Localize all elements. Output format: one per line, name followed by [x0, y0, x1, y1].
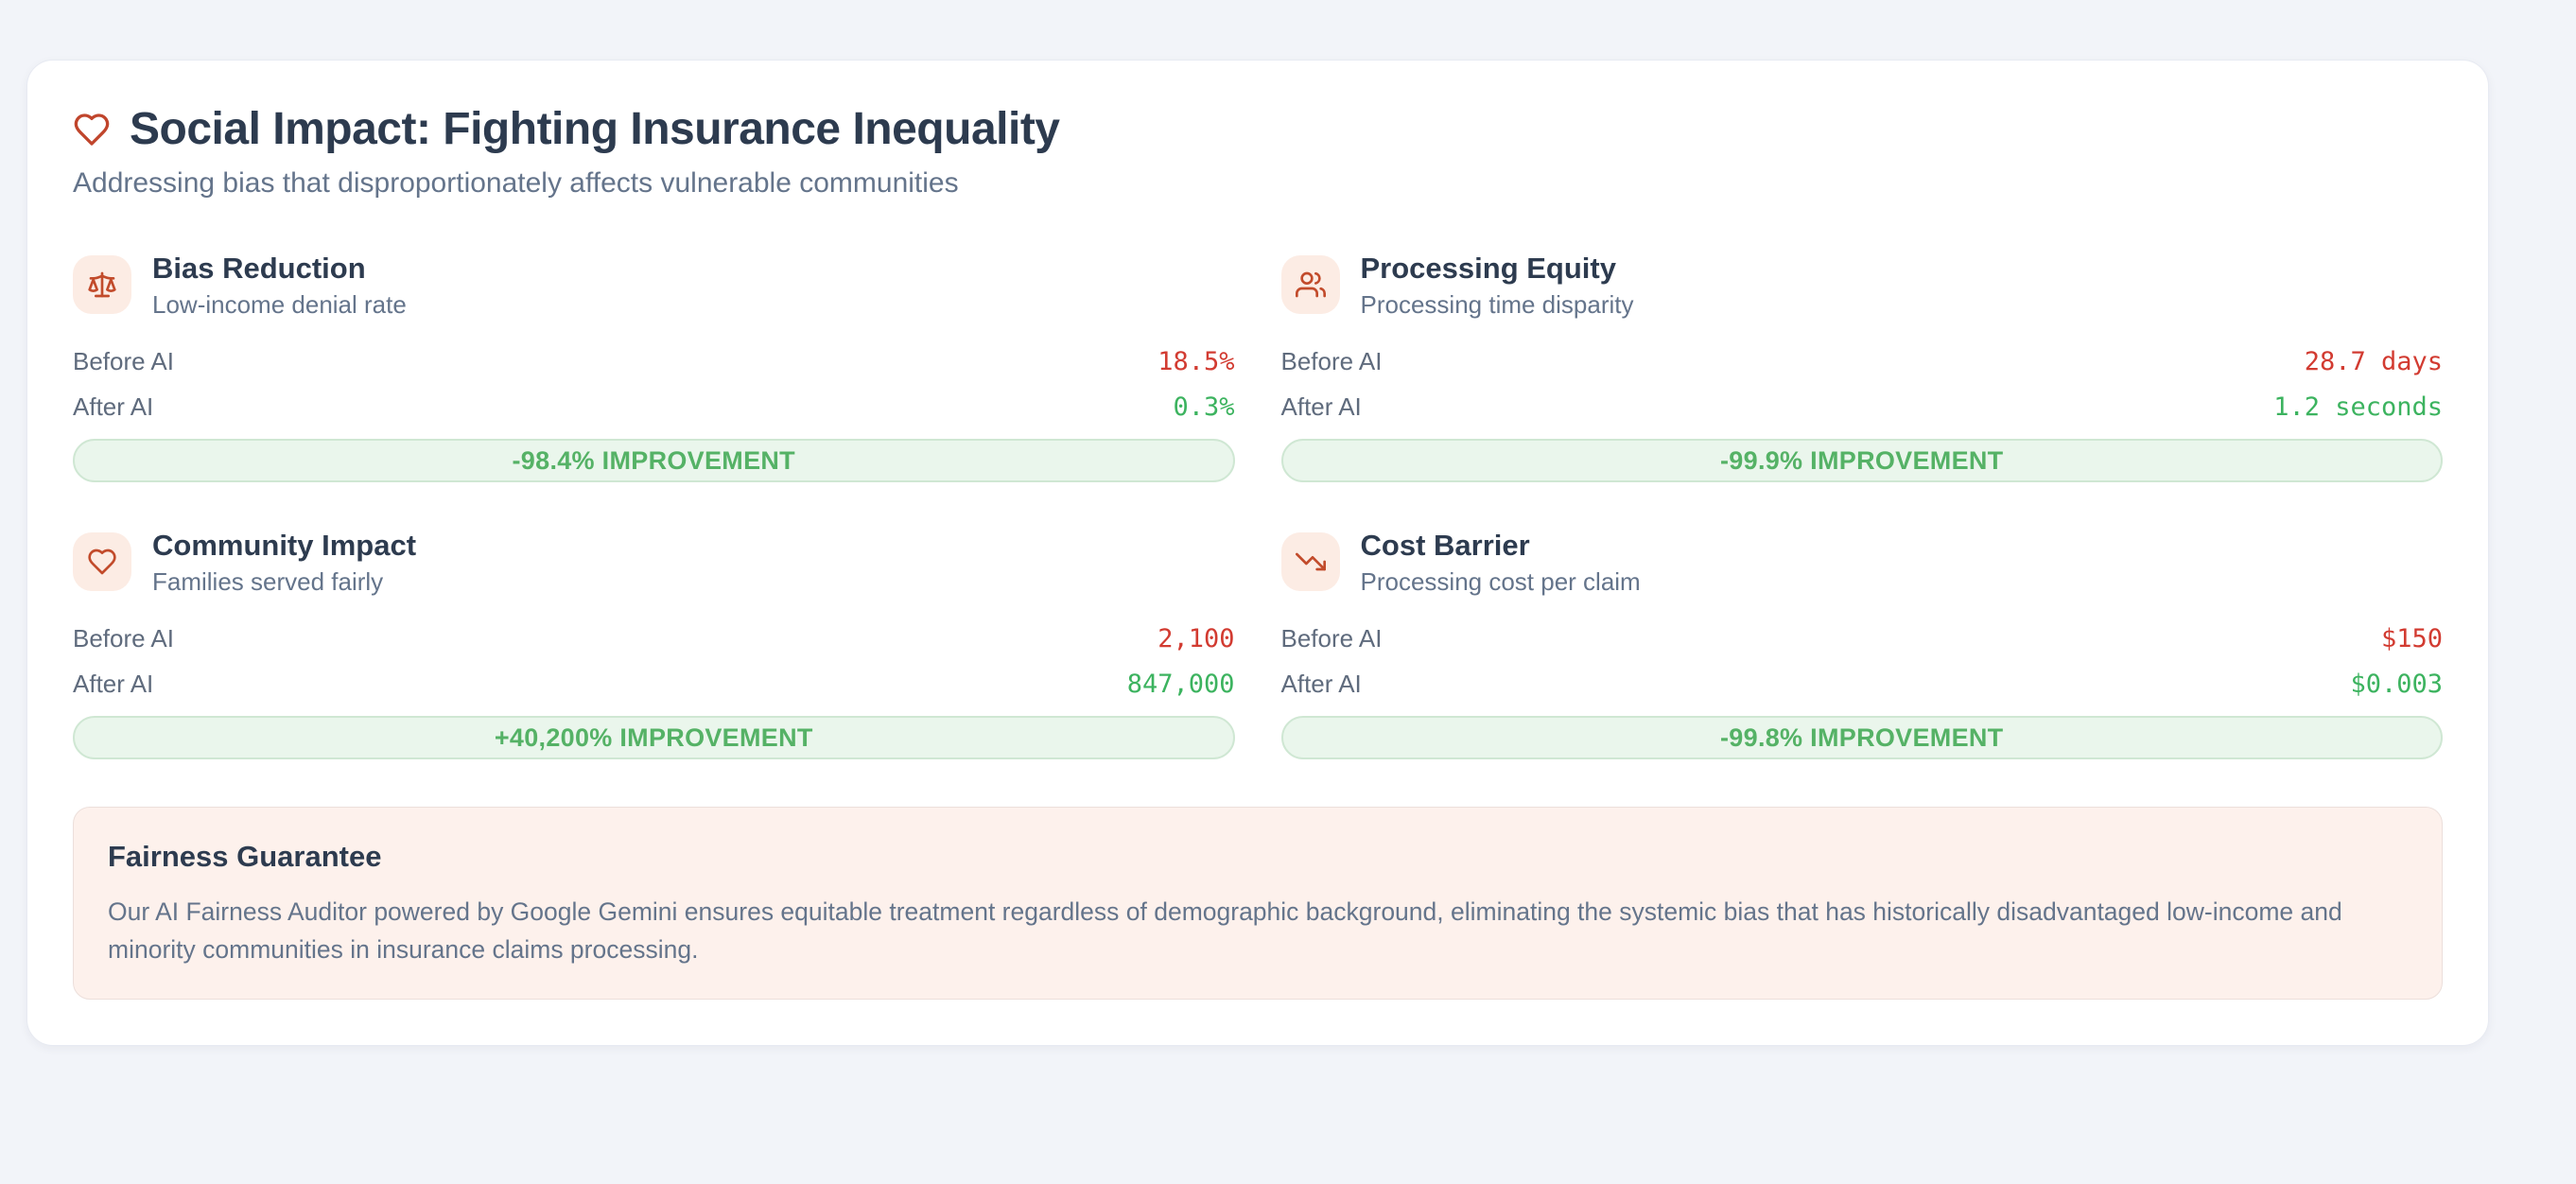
improvement-badge: -99.8% IMPROVEMENT: [1280, 716, 2443, 759]
metric-title: Bias Reduction: [152, 251, 366, 285]
before-value: $150: [2380, 623, 2443, 653]
metrics-grid: Bias Reduction Low-income denial rate Be…: [73, 251, 2444, 759]
metric-title: Processing Equity: [1360, 251, 1616, 285]
metric-title: Community Impact: [152, 528, 417, 562]
heart-icon: [74, 113, 110, 146]
after-row: After AI 1.2 seconds: [1281, 384, 2444, 429]
after-value: 1.2 seconds: [2273, 392, 2443, 422]
metric-subtitle: Processing time disparity: [1360, 289, 1634, 319]
heart-icon: [73, 532, 131, 591]
metric-subtitle: Families served fairly: [152, 566, 384, 596]
before-value: 18.5%: [1157, 346, 1235, 376]
before-label: Before AI: [73, 623, 174, 653]
improvement-badge: -99.9% IMPROVEMENT: [1280, 439, 2443, 482]
metric-header: Processing Equity Processing time dispar…: [1280, 251, 2444, 319]
metric-subtitle: Low-income denial rate: [152, 289, 407, 319]
metric-card-community-impact: Community Impact Families served fairly …: [73, 528, 1235, 759]
fairness-body: Our AI Fairness Auditor powered by Googl…: [108, 897, 2342, 964]
before-label: Before AI: [1280, 346, 1383, 375]
metric-card-bias-reduction: Bias Reduction Low-income denial rate Be…: [73, 251, 1235, 482]
scale-icon: [73, 255, 131, 314]
metric-title: Cost Barrier: [1360, 528, 1530, 562]
before-row: Before AI 2,100: [73, 616, 1235, 661]
before-label: Before AI: [73, 346, 174, 375]
metric-subtitle: Processing cost per claim: [1360, 566, 1641, 596]
after-value: 0.3%: [1173, 392, 1235, 422]
after-value: $0.003: [2350, 669, 2443, 699]
before-row: Before AI 28.7 days: [1281, 339, 2444, 384]
metric-header: Community Impact Families served fairly: [73, 528, 1235, 596]
improvement-badge: +40,200% IMPROVEMENT: [73, 716, 1235, 759]
after-label: After AI: [73, 392, 154, 421]
metric-card-processing-equity: Processing Equity Processing time dispar…: [1280, 251, 2444, 482]
after-row: After AI 0.3%: [73, 384, 1235, 429]
before-label: Before AI: [1280, 623, 1383, 653]
after-label: After AI: [73, 669, 154, 698]
before-value: 2,100: [1157, 623, 1235, 653]
panel-header: Social Impact: Fighting Insurance Inequa…: [73, 102, 2443, 157]
before-row: Before AI $150: [1281, 616, 2444, 661]
metric-card-cost-barrier: Cost Barrier Processing cost per claim B…: [1280, 528, 2444, 759]
fairness-title: Fairness Guarantee: [108, 840, 382, 873]
users-icon: [1280, 255, 1340, 314]
metric-header: Cost Barrier Processing cost per claim: [1280, 528, 2444, 596]
after-label: After AI: [1280, 669, 1362, 698]
page-title: Social Impact: Fighting Insurance Inequa…: [130, 104, 1060, 154]
after-row: After AI $0.003: [1281, 661, 2444, 706]
improvement-badge: -98.4% IMPROVEMENT: [73, 439, 1235, 482]
after-value: 847,000: [1126, 669, 1235, 699]
page-subtitle: Addressing bias that disproportionately …: [73, 167, 959, 199]
fairness-guarantee-box: Fairness Guarantee Our AI Fairness Audit…: [73, 807, 2443, 1000]
before-value: 28.7 days: [2304, 346, 2443, 376]
after-label: After AI: [1280, 392, 1362, 421]
social-impact-panel: Social Impact: Fighting Insurance Inequa…: [26, 60, 2489, 1046]
before-row: Before AI 18.5%: [73, 339, 1235, 384]
metric-header: Bias Reduction Low-income denial rate: [73, 251, 1235, 319]
after-row: After AI 847,000: [73, 661, 1235, 706]
trending-down-icon: [1280, 532, 1340, 591]
